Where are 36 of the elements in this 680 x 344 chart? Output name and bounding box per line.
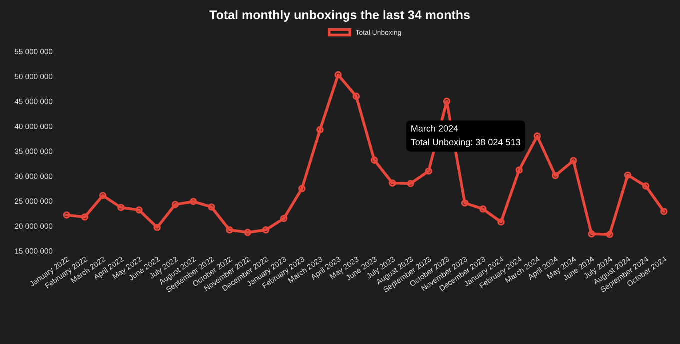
point [480,206,487,213]
point [262,226,270,234]
point [136,206,143,214]
point [81,214,89,221]
point [407,180,414,188]
point [443,98,451,106]
point [334,71,342,79]
point [208,204,216,211]
point [316,126,324,134]
point [660,208,668,216]
point [244,229,252,236]
point [154,224,161,232]
point [570,157,578,164]
point [588,230,596,238]
point [118,204,125,212]
point [534,132,542,140]
point [99,192,107,200]
point [552,172,560,180]
point [226,226,234,234]
point [516,166,523,174]
point [498,218,505,226]
point [642,182,650,190]
point [63,212,70,219]
point [172,201,180,208]
point [370,156,378,164]
point [280,215,288,222]
point [190,198,198,206]
point [606,231,614,238]
point [425,168,432,175]
point [352,92,360,100]
point [298,185,306,192]
point [389,180,396,187]
chart-title: Total monthly unboxings the last 34 months [210,10,470,22]
point [624,172,632,179]
annotation: March 2024 Total Unboxing: 38 024 513 [411,125,520,148]
point [461,200,469,207]
